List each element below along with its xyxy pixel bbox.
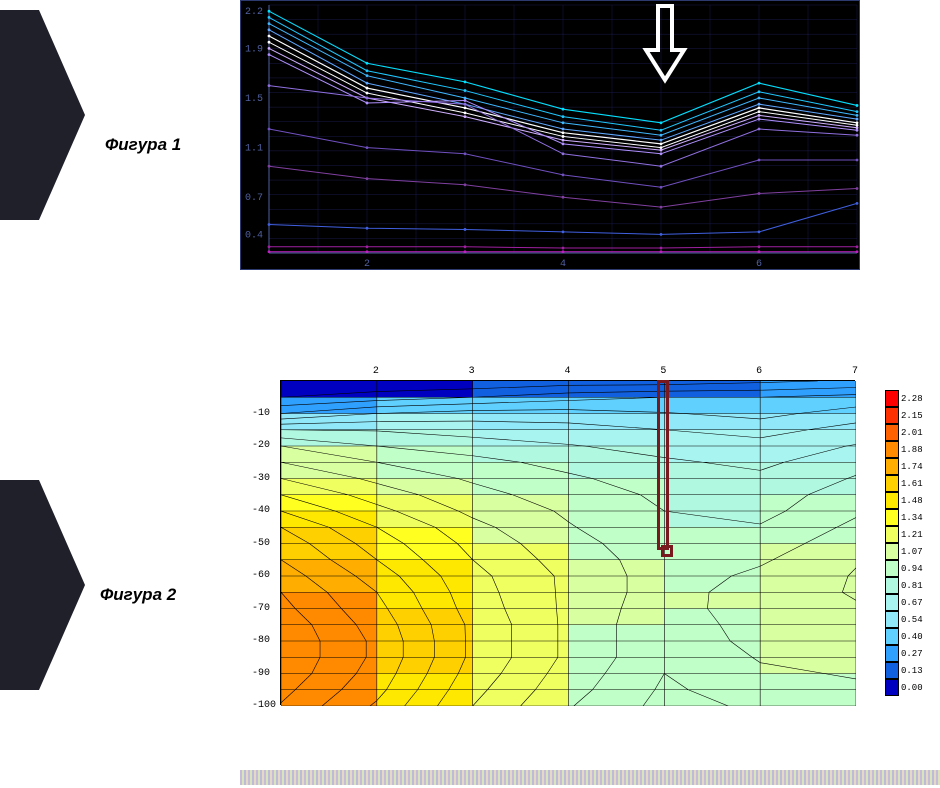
x-tick: 2 xyxy=(373,366,379,377)
legend-row: 0.94 xyxy=(885,560,940,577)
legend-row: 0.67 xyxy=(885,594,940,611)
legend-value: 0.40 xyxy=(901,632,923,642)
line-chart-svg: 0.4 0.7 1.1 1.5 1.9 2.2 2 4 6 xyxy=(241,1,860,270)
x-tick: 5 xyxy=(660,366,666,377)
legend-row: 0.81 xyxy=(885,577,940,594)
legend-value: 1.88 xyxy=(901,445,923,455)
svg-text:0.4: 0.4 xyxy=(245,230,263,241)
legend-swatch xyxy=(885,662,899,679)
svg-text:4: 4 xyxy=(560,259,566,270)
legend-row: 2.15 xyxy=(885,407,940,424)
x-tick: 6 xyxy=(756,366,762,377)
legend-swatch xyxy=(885,441,899,458)
drill-marker xyxy=(657,380,669,550)
y-tick: -10 xyxy=(252,408,277,419)
legend-row: 1.61 xyxy=(885,475,940,492)
legend-value: 2.01 xyxy=(901,428,923,438)
svg-text:6: 6 xyxy=(756,259,762,270)
legend-value: 0.00 xyxy=(901,683,923,693)
y-tick: -100 xyxy=(252,700,277,711)
legend-swatch xyxy=(885,560,899,577)
svg-text:2: 2 xyxy=(364,259,370,270)
y-tick: -70 xyxy=(252,603,277,614)
legend-value: 0.54 xyxy=(901,615,923,625)
svg-text:1.9: 1.9 xyxy=(245,44,263,55)
legend-swatch xyxy=(885,543,899,560)
x-tick: 4 xyxy=(565,366,571,377)
legend-value: 0.94 xyxy=(901,564,923,574)
legend-row: 0.13 xyxy=(885,662,940,679)
svg-text:1.5: 1.5 xyxy=(245,94,263,105)
legend-value: 1.48 xyxy=(901,496,923,506)
legend-row: 0.27 xyxy=(885,645,940,662)
legend-swatch xyxy=(885,424,899,441)
legend-row: 0.40 xyxy=(885,628,940,645)
legend-swatch xyxy=(885,492,899,509)
y-tick: -90 xyxy=(252,668,277,679)
y-tick: -20 xyxy=(252,440,277,451)
y-tick: -40 xyxy=(252,505,277,516)
legend-value: 1.21 xyxy=(901,530,923,540)
legend-row: 1.21 xyxy=(885,526,940,543)
figure-1-chart: 0.4 0.7 1.1 1.5 1.9 2.2 2 4 6 xyxy=(240,0,860,270)
legend-swatch xyxy=(885,458,899,475)
legend-value: 0.67 xyxy=(901,598,923,608)
section-pointer-2 xyxy=(0,480,85,690)
legend-value: 2.28 xyxy=(901,394,923,404)
legend-value: 1.34 xyxy=(901,513,923,523)
legend-value: 0.27 xyxy=(901,649,923,659)
section-pointer-1 xyxy=(0,10,85,220)
legend-swatch xyxy=(885,645,899,662)
legend-row: 2.01 xyxy=(885,424,940,441)
legend-value: 1.74 xyxy=(901,462,923,472)
legend-swatch xyxy=(885,594,899,611)
legend-swatch xyxy=(885,628,899,645)
figure-2-chart: 2 3 4 5 6 7 -10 -20 -30 -40 -50 -60 -70 -80 -90 -100 2… xyxy=(240,360,940,730)
legend-row: 0.00 xyxy=(885,679,940,696)
contour-heatmap-svg xyxy=(281,381,856,706)
legend-value: 1.07 xyxy=(901,547,923,557)
y-tick: -50 xyxy=(252,538,277,549)
x-tick: 3 xyxy=(469,366,475,377)
legend-swatch xyxy=(885,611,899,628)
y-tick: -60 xyxy=(252,570,277,581)
svg-text:1.1: 1.1 xyxy=(245,144,263,155)
legend-value: 0.13 xyxy=(901,666,923,676)
legend-swatch xyxy=(885,390,899,407)
decorative-strip xyxy=(240,770,940,785)
figure-1-label: Фигура 1 xyxy=(105,135,181,155)
legend-swatch xyxy=(885,526,899,543)
legend-row: 1.88 xyxy=(885,441,940,458)
legend-row: 1.34 xyxy=(885,509,940,526)
color-legend: 2.28 2.15 2.01 1.88 1.74 1.61 1.48 1.34 1.21 1.07… xyxy=(885,390,940,696)
legend-row: 1.74 xyxy=(885,458,940,475)
legend-swatch xyxy=(885,577,899,594)
legend-row: 2.28 xyxy=(885,390,940,407)
figure-2-label: Фигура 2 xyxy=(100,585,176,605)
legend-swatch xyxy=(885,679,899,696)
legend-value: 1.61 xyxy=(901,479,923,489)
legend-value: 0.81 xyxy=(901,581,923,591)
svg-text:2.2: 2.2 xyxy=(245,7,263,18)
x-tick: 7 xyxy=(852,366,858,377)
svg-text:0.7: 0.7 xyxy=(245,193,263,204)
y-tick: -80 xyxy=(252,635,277,646)
legend-swatch xyxy=(885,407,899,424)
legend-value: 2.15 xyxy=(901,411,923,421)
legend-row: 1.07 xyxy=(885,543,940,560)
legend-swatch xyxy=(885,509,899,526)
legend-row: 0.54 xyxy=(885,611,940,628)
y-tick: -30 xyxy=(252,473,277,484)
legend-row: 1.48 xyxy=(885,492,940,509)
legend-swatch xyxy=(885,475,899,492)
